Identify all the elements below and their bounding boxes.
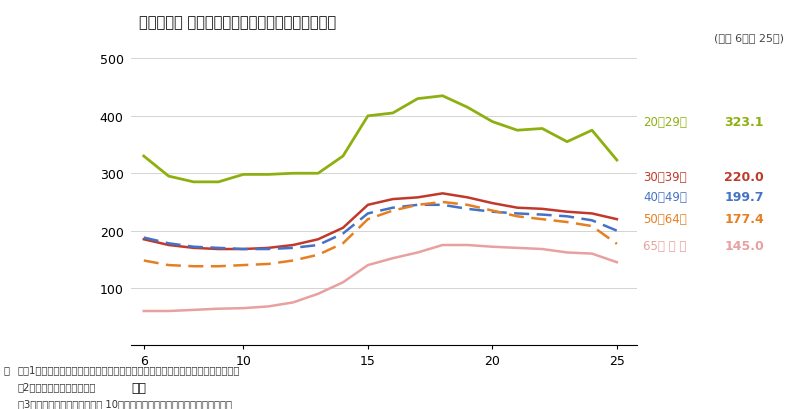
Text: (平成 6年～ 25年): (平成 6年～ 25年) xyxy=(714,33,784,43)
Text: 一般刑法犯 検挙人員の人口比の推移（年齢層別）: 一般刑法犯 検挙人員の人口比の推移（年齢層別） xyxy=(139,15,337,30)
Text: 220.0: 220.0 xyxy=(724,170,764,183)
Text: 40～49歳: 40～49歳 xyxy=(643,191,687,204)
Text: 注　1　警察庁の統計，警察庁交通局の資料及び総務省統計局の人口資料による。: 注 1 警察庁の統計，警察庁交通局の資料及び総務省統計局の人口資料による。 xyxy=(18,364,240,374)
Text: 注: 注 xyxy=(4,364,10,374)
Text: 177.4: 177.4 xyxy=(724,212,764,225)
Text: 30～39歳: 30～39歳 xyxy=(643,170,687,183)
Text: 2　犯行時の年齢による。: 2 犯行時の年齢による。 xyxy=(18,381,96,391)
Text: 199.7: 199.7 xyxy=(724,191,764,204)
Text: 323.1: 323.1 xyxy=(724,116,764,129)
Text: 145.0: 145.0 xyxy=(724,240,764,253)
Text: 平成: 平成 xyxy=(131,381,146,394)
Text: 20～29歳: 20～29歳 xyxy=(643,116,687,129)
Text: 50～64歳: 50～64歳 xyxy=(643,212,687,225)
Text: 3　「人口比」は，各年齢層 10万人当たりの一般刑法犯検挙人呀をいう。: 3 「人口比」は，各年齢層 10万人当たりの一般刑法犯検挙人呀をいう。 xyxy=(18,398,232,408)
Text: 4-5-1-2図: 4-5-1-2図 xyxy=(37,18,99,31)
Text: 65歳 以 上: 65歳 以 上 xyxy=(643,240,686,253)
